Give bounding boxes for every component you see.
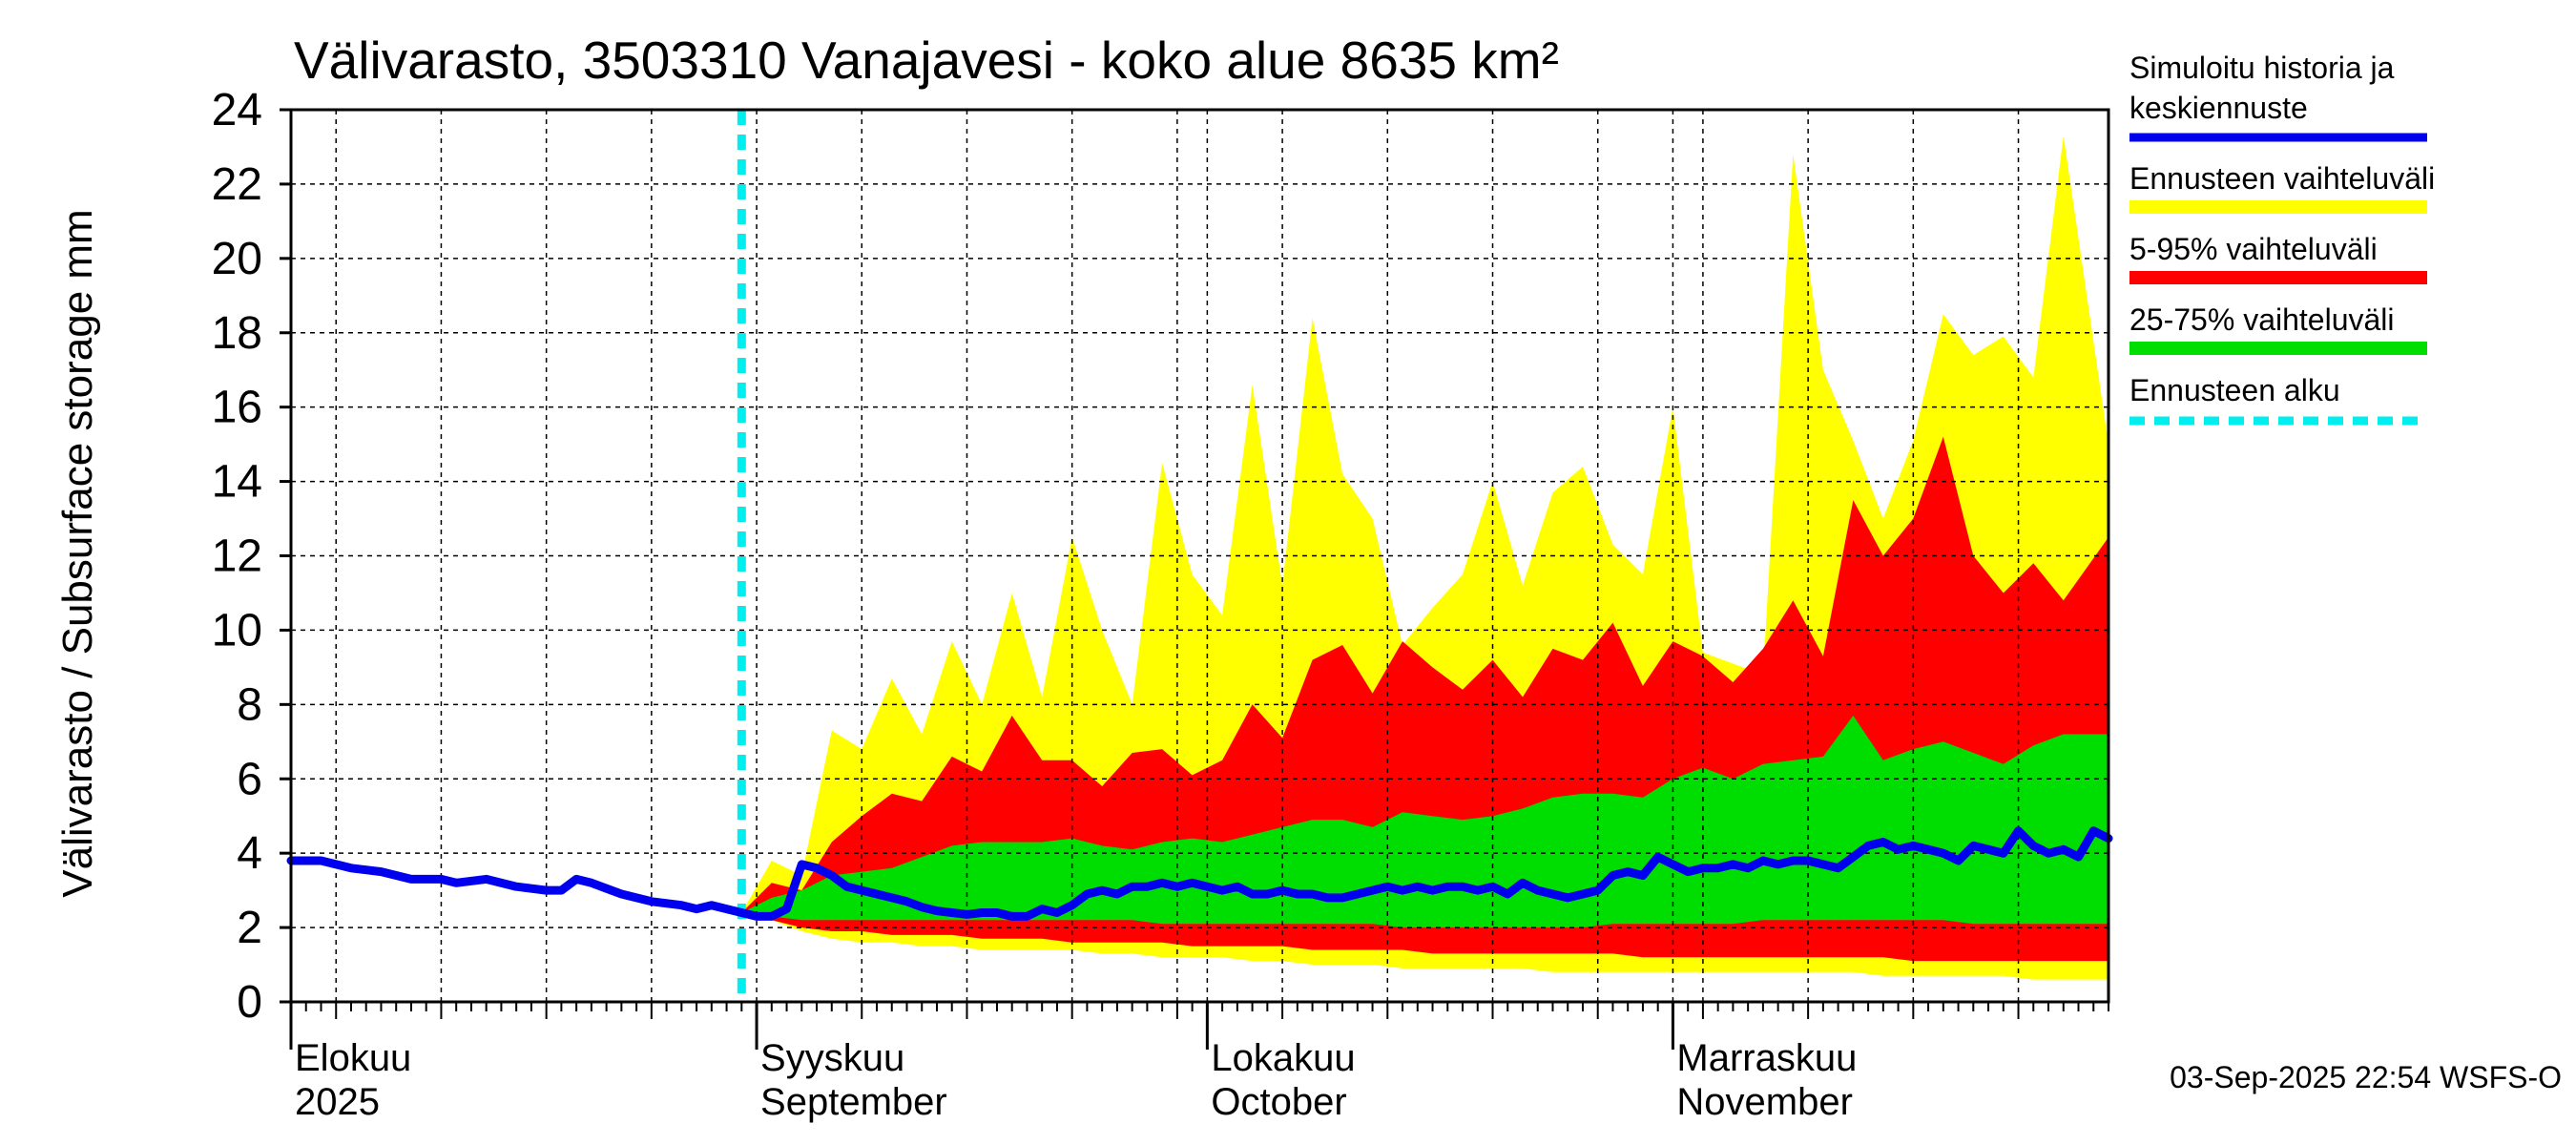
y-tick-label: 14 bbox=[212, 457, 262, 508]
y-tick-label: 24 bbox=[212, 85, 262, 135]
series-group bbox=[286, 826, 2113, 921]
y-tick-label: 8 bbox=[237, 679, 262, 730]
axes: 024681012141618202224Elokuu2025SyyskuuSe… bbox=[212, 85, 2109, 1123]
footer-timestamp: 03-Sep-2025 22:54 WSFS-O bbox=[2170, 1060, 2562, 1094]
y-axis-label: Välivarasto / Subsurface storage mm bbox=[54, 209, 101, 897]
x-month-label-fi: Elokuu bbox=[295, 1037, 411, 1079]
legend-label: Ennusteen vaihteluväli bbox=[2129, 161, 2435, 196]
forecast-bands bbox=[741, 135, 2109, 980]
y-tick-label: 2 bbox=[237, 903, 262, 953]
y-tick-label: 18 bbox=[212, 308, 262, 359]
legend-label: Ennusteen alku bbox=[2129, 373, 2340, 407]
legend-label: keskiennuste bbox=[2129, 91, 2308, 125]
y-tick-label: 12 bbox=[212, 531, 262, 582]
chart-title: Välivarasto, 3503310 Vanajavesi - koko a… bbox=[294, 31, 1559, 90]
y-tick-label: 22 bbox=[212, 159, 262, 210]
y-tick-label: 10 bbox=[212, 605, 262, 656]
x-month-label-en: September bbox=[760, 1081, 947, 1123]
x-month-label-en: November bbox=[1676, 1081, 1853, 1123]
y-tick-label: 6 bbox=[237, 754, 262, 804]
legend-label: 5-95% vaihteluväli bbox=[2129, 232, 2378, 266]
y-tick-label: 20 bbox=[212, 234, 262, 284]
x-month-label-en: October bbox=[1211, 1081, 1346, 1123]
legend-label: Simuloitu historia ja bbox=[2129, 51, 2395, 85]
x-month-label-fi: Lokakuu bbox=[1211, 1037, 1355, 1079]
series-line-median bbox=[286, 826, 2113, 921]
grid-lines bbox=[291, 110, 2109, 1002]
y-tick-label: 16 bbox=[212, 383, 262, 433]
legend-label: 25-75% vaihteluväli bbox=[2129, 302, 2395, 337]
x-month-label-en: 2025 bbox=[295, 1081, 380, 1123]
band-25-75 bbox=[741, 716, 2109, 928]
x-month-label-fi: Syyskuu bbox=[760, 1037, 904, 1079]
x-month-label-fi: Marraskuu bbox=[1676, 1037, 1857, 1079]
y-tick-label: 4 bbox=[237, 828, 262, 879]
legend: Simuloitu historia ja keskiennuste Ennuste… bbox=[2129, 51, 2435, 426]
y-tick-label: 0 bbox=[237, 977, 262, 1028]
